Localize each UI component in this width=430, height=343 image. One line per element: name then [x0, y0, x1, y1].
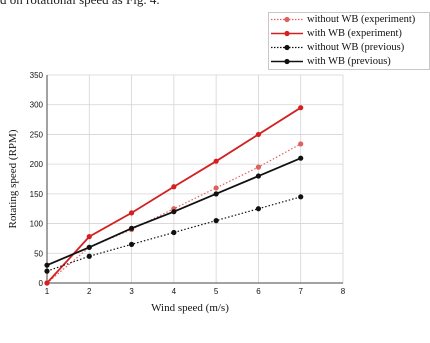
series-point-3 — [44, 262, 50, 268]
series-point-2 — [86, 253, 92, 259]
legend-label-with-wb-previous: with WB (previous) — [307, 56, 391, 67]
legend-label-with-wb-experiment: with WB (experiment) — [307, 28, 402, 39]
series-point-3 — [255, 173, 262, 179]
x-tick-label: 3 — [129, 287, 134, 296]
series-point-2 — [255, 206, 262, 212]
series-point-1 — [298, 105, 304, 111]
x-tick-label: 2 — [87, 287, 92, 296]
series-point-3 — [213, 191, 219, 197]
legend-entry-without-wb-experiment: without WB (experiment) — [269, 13, 429, 26]
y-tick-label: 300 — [30, 101, 44, 110]
legend-label-without-wb-experiment: without WB (experiment) — [307, 14, 416, 25]
series-point-1 — [171, 184, 177, 190]
x-tick-label: 7 — [298, 287, 303, 296]
x-tick-label: 4 — [172, 287, 177, 296]
series-point-3 — [128, 225, 135, 231]
x-axis-title: Wind speed (m/s) — [151, 302, 229, 314]
legend-entry-with-wb-experiment: with WB (experiment) — [269, 27, 429, 40]
series-point-0 — [298, 141, 304, 147]
x-tick-label: 1 — [45, 287, 50, 296]
caption-fragment: d on rotational speed as Fig. 4. — [0, 0, 160, 8]
legend-label-without-wb-previous: without WB (previous) — [307, 42, 405, 53]
y-tick-label: 100 — [30, 220, 44, 229]
y-tick-label: 50 — [34, 249, 43, 258]
series-point-2 — [298, 194, 304, 200]
legend-marker-without-wb-previous — [271, 44, 303, 51]
y-tick-label: 350 — [30, 71, 44, 80]
y-tick-label: 250 — [30, 130, 44, 139]
series-point-1 — [44, 280, 50, 286]
legend-marker-with-wb-previous — [271, 58, 303, 65]
series-point-0 — [213, 185, 219, 191]
series-point-1 — [255, 131, 262, 138]
plot-area — [47, 75, 343, 283]
series-point-3 — [86, 244, 92, 250]
series-point-1 — [213, 158, 219, 164]
series-point-2 — [213, 218, 219, 224]
x-tick-label: 8 — [341, 287, 346, 296]
legend-marker-without-wb-experiment — [271, 16, 303, 23]
legend-entry-with-wb-previous: with WB (previous) — [269, 55, 429, 68]
y-axis-title: Rotating speed (RPM) — [7, 129, 19, 228]
x-tick-label: 5 — [214, 287, 219, 296]
series-point-1 — [128, 210, 135, 216]
y-tick-label: 150 — [30, 190, 44, 199]
y-tick-label: 0 — [39, 279, 44, 288]
y-tick-label: 200 — [30, 160, 44, 169]
series-point-1 — [86, 234, 92, 240]
series-point-3 — [298, 155, 304, 161]
series-point-2 — [171, 229, 177, 236]
series-point-3 — [171, 209, 177, 215]
series-point-0 — [255, 164, 262, 170]
series-point-2 — [128, 241, 135, 247]
legend-entry-without-wb-previous: without WB (previous) — [269, 41, 429, 54]
legend-marker-with-wb-experiment — [271, 30, 303, 37]
chart-legend: without WB (experiment) with WB (experim… — [268, 12, 430, 70]
x-tick-label: 6 — [256, 287, 261, 296]
series-point-2 — [44, 268, 50, 274]
